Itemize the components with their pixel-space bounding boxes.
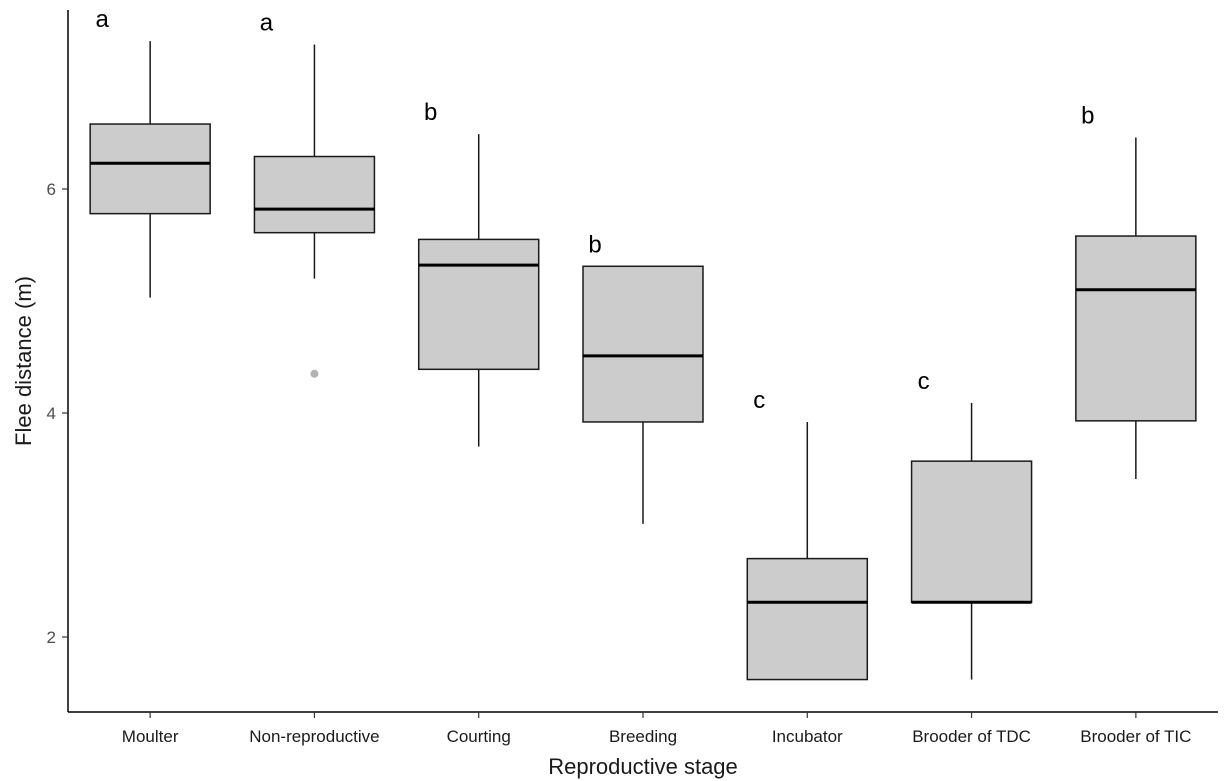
x-tick-label: Courting: [447, 727, 511, 746]
group-letter-label: b: [588, 231, 601, 258]
x-axis-ticks: Moulter Non-reproductive Courting Breeding I…: [122, 712, 1191, 746]
group-letter-label: c: [918, 368, 930, 395]
box-iqr: [417, 238, 540, 371]
x-tick-label: Non-reproductive: [249, 727, 379, 746]
box-iqr: [746, 557, 869, 681]
y-tick-label: 4: [47, 404, 56, 423]
group-letter-label: c: [753, 387, 765, 414]
box-iqr: [89, 123, 211, 215]
box-iqr: [582, 265, 704, 423]
x-tick-label: Breeding: [609, 727, 677, 746]
y-axis-ticks: 2 4 6: [47, 180, 68, 647]
x-tick-label: Moulter: [122, 727, 179, 746]
group-letter-label: b: [1081, 102, 1094, 129]
group-letters: a a b b c c b: [95, 6, 1094, 414]
box-brooder-of-tic: [1075, 137, 1197, 480]
box-courting: [417, 134, 540, 447]
y-tick-label: 2: [47, 628, 56, 647]
box-incubator: [746, 421, 869, 681]
x-tick-label: Incubator: [772, 727, 843, 746]
group-letter-label: b: [424, 99, 437, 126]
x-tick-label: Brooder of TDC: [912, 727, 1031, 746]
x-tick-label: Brooder of TIC: [1080, 727, 1191, 746]
x-axis-title: Reproductive stage: [548, 754, 738, 779]
box-iqr: [910, 460, 1033, 604]
y-tick-label: 6: [47, 180, 56, 199]
box-iqr: [253, 155, 376, 234]
box-series: [89, 41, 1197, 681]
box-brooder-of-tdc: [910, 402, 1033, 680]
group-letter-label: a: [260, 10, 274, 37]
outlier-point: [310, 369, 319, 378]
group-letter-label: a: [95, 6, 109, 33]
box-non-reproductive: [253, 44, 376, 378]
y-axis-title: Flee distance (m): [11, 276, 36, 446]
box-moulter: [89, 41, 211, 298]
box-breeding: [582, 265, 704, 524]
box-iqr: [1075, 235, 1197, 422]
